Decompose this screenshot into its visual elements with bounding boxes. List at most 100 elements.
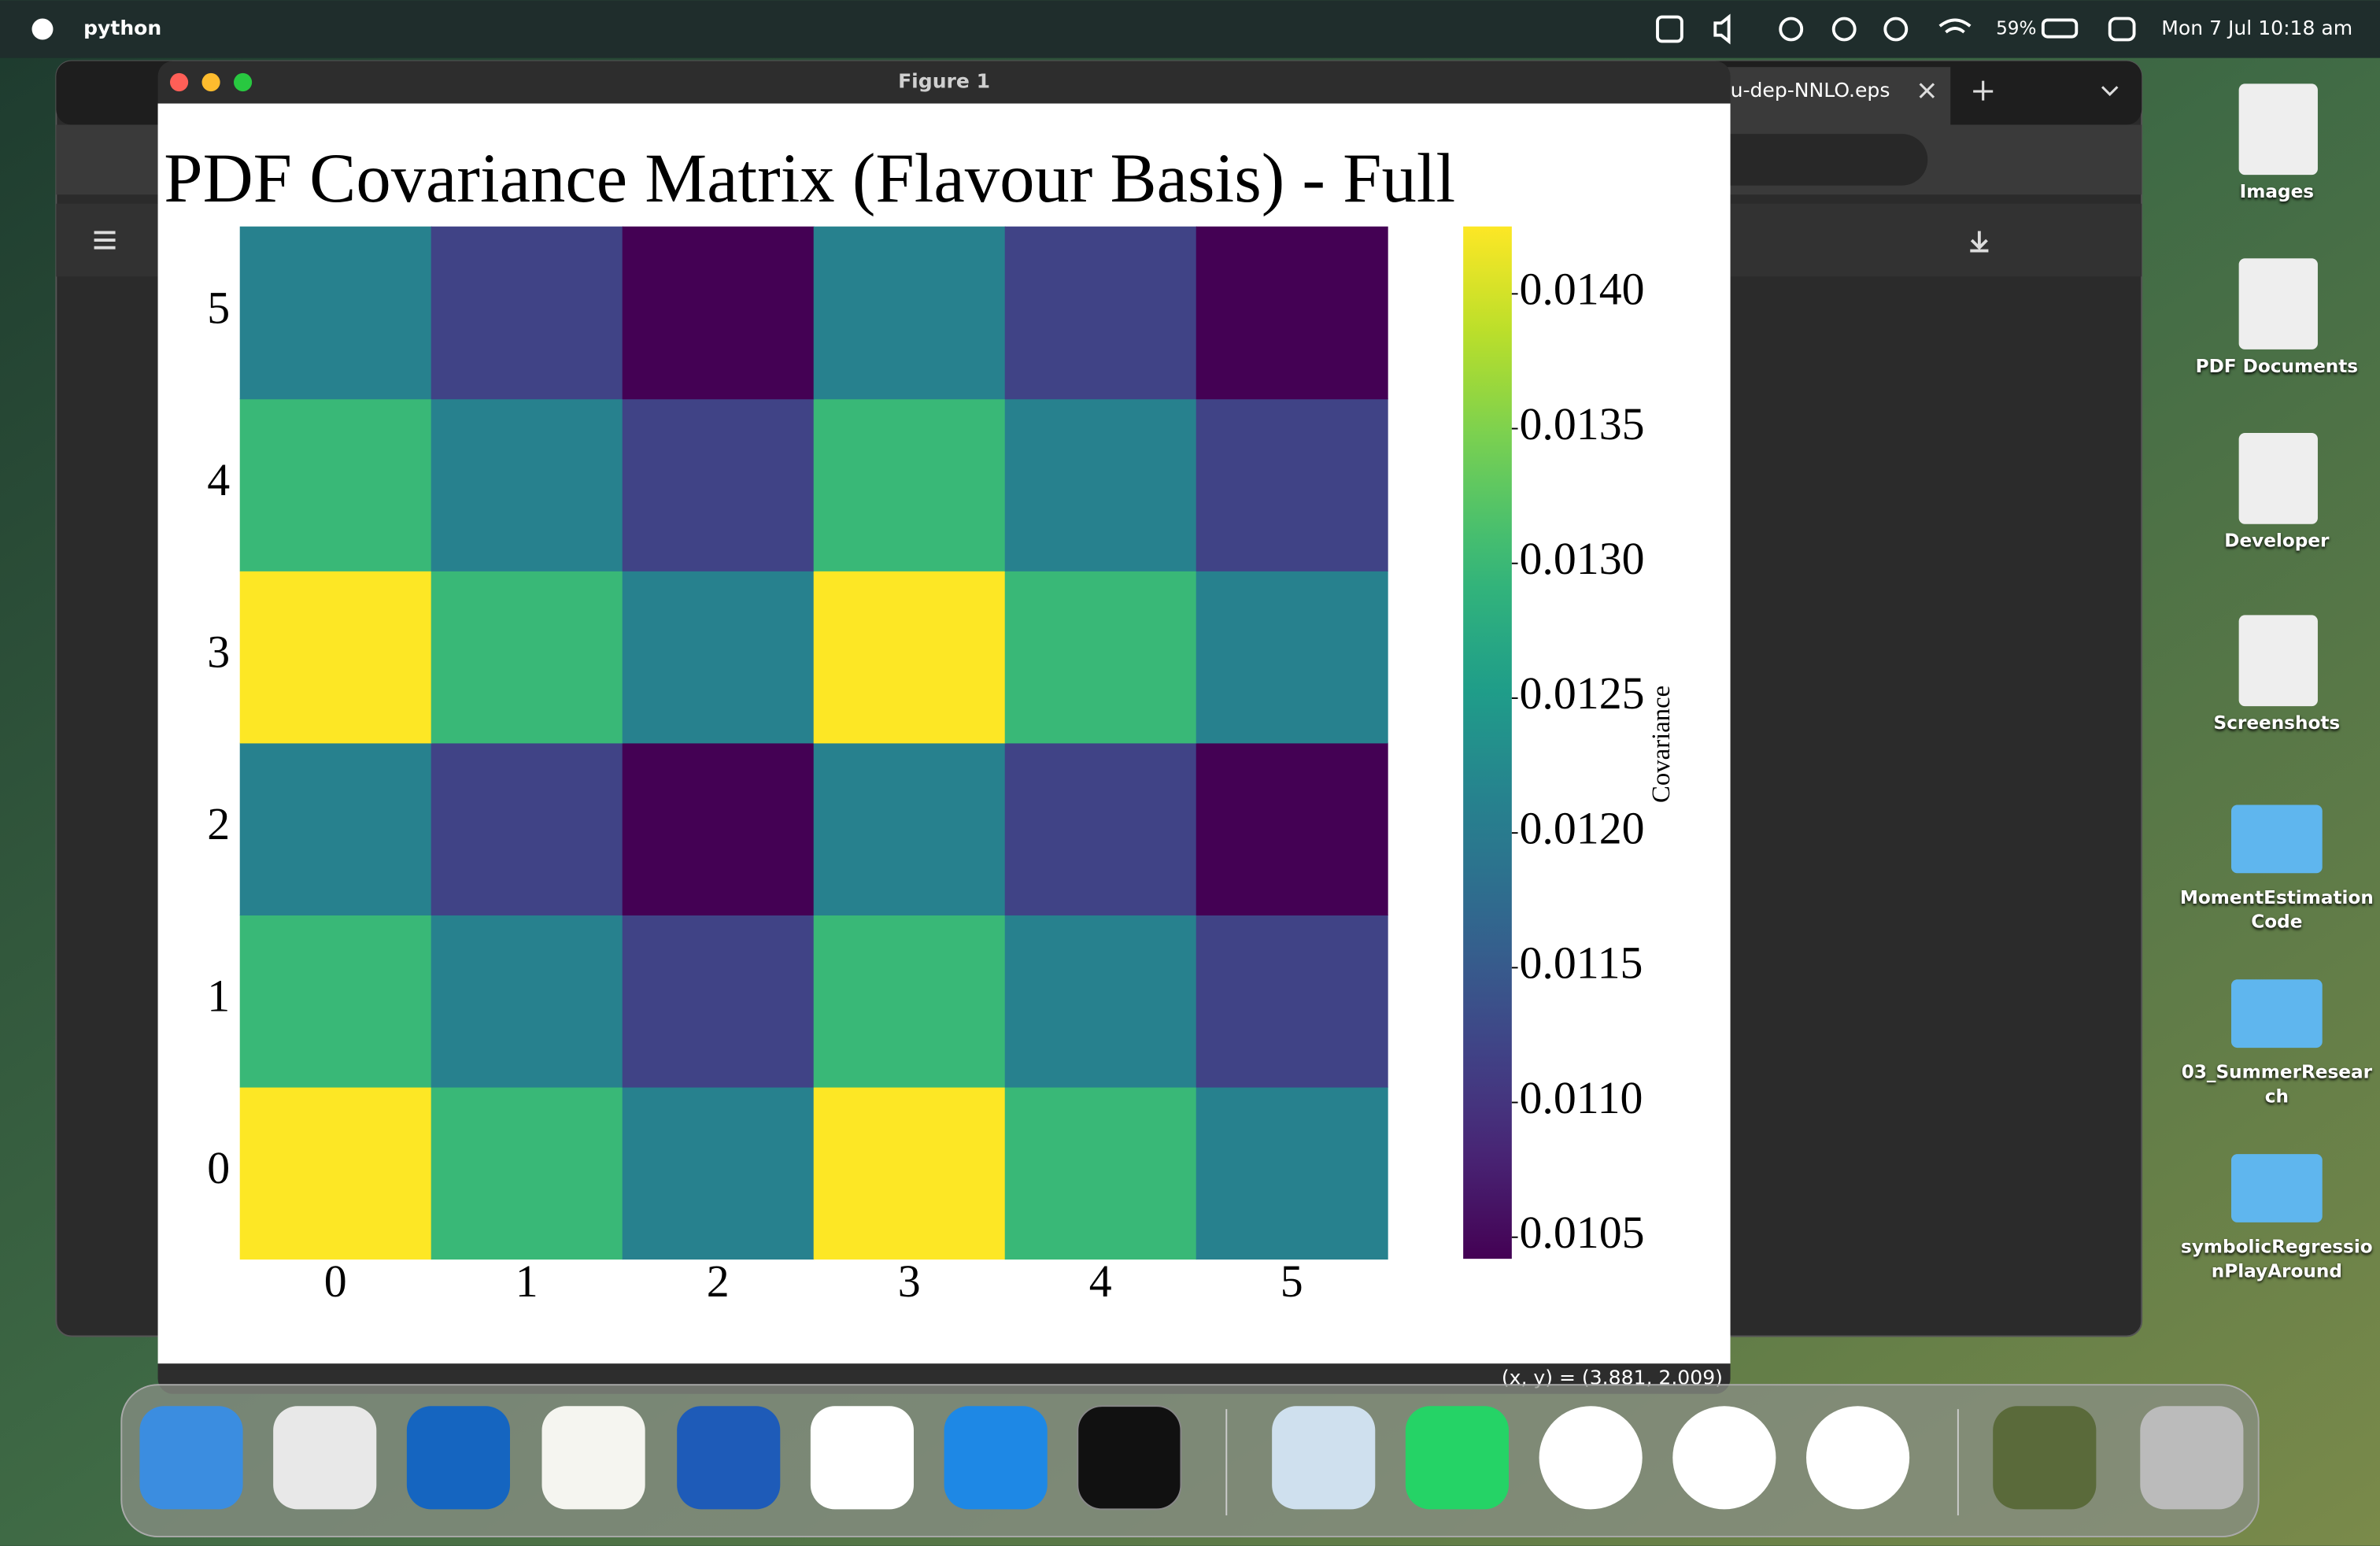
heatmap-cell	[239, 570, 432, 744]
heatmap-cell	[431, 915, 623, 1088]
colorbar-tick-label: 0.0115	[1520, 938, 1643, 989]
heatmap-cell	[1004, 570, 1197, 744]
x-tick-label: 2	[707, 1256, 730, 1307]
file-icon[interactable]	[2238, 433, 2318, 524]
dock-app[interactable]	[273, 1406, 377, 1510]
tab-title[interactable]: u-dep-NNLO.eps	[1731, 79, 1890, 102]
clock[interactable]: Mon 7 Jul 10:18 am	[2161, 17, 2352, 39]
dock-app[interactable]	[1272, 1406, 1376, 1510]
colorbar-label: Covariance	[1647, 686, 1676, 803]
heatmap-cell	[1196, 742, 1388, 915]
heatmap-cell	[1196, 226, 1388, 400]
folder-icon[interactable]	[2231, 979, 2323, 1049]
battery[interactable]: 59%	[1996, 18, 2036, 39]
desktop-icon-label[interactable]: MomentEstimation Code	[2179, 886, 2376, 946]
desktop-icon-label[interactable]: PDF Documents	[2179, 354, 2376, 415]
zoom-button[interactable]	[234, 72, 253, 92]
menu-bar	[0, 0, 2380, 58]
folder-icon[interactable]	[2231, 1154, 2323, 1222]
y-tick-label: 1	[207, 971, 230, 1022]
desktop-icon-label[interactable]: 03_SummerResearch	[2179, 1060, 2376, 1121]
desktop-icon-label[interactable]: Images	[2179, 179, 2376, 240]
desktop-icon-text[interactable]: symbolicRegressionPlayAround	[2181, 1236, 2373, 1282]
heatmap-cell	[813, 226, 1006, 400]
heatmap-cell	[239, 915, 432, 1088]
x-tick-label: 3	[898, 1256, 921, 1307]
address-bar[interactable]	[1700, 134, 1928, 186]
status-icons[interactable]	[1656, 13, 2136, 45]
heatmap-cell	[239, 742, 432, 915]
app-name[interactable]: python	[83, 17, 161, 39]
dock-app[interactable]	[139, 1406, 243, 1510]
desktop-icon-text[interactable]: Images	[2239, 180, 2315, 202]
x-tick-label: 0	[324, 1256, 347, 1307]
apple-logo[interactable]	[31, 18, 54, 40]
heatmap-cell	[1196, 398, 1388, 571]
desktop-icons: Images PDF Documents Developer Screenshots M…	[2179, 83, 2376, 1295]
heatmap-cell	[1004, 226, 1197, 400]
chart-title: PDF Covariance Matrix (Flavour Basis) - …	[164, 140, 1455, 217]
pdf-toolbar-icons[interactable]	[94, 231, 1989, 253]
heatmap-cell	[622, 398, 815, 571]
dock-app[interactable]	[810, 1406, 914, 1510]
heatmap-cell	[1004, 398, 1197, 571]
desktop-icon-text[interactable]: 03_SummerResearch	[2181, 1061, 2372, 1108]
desktop-icon-label[interactable]: symbolicRegressionPlayAround	[2179, 1234, 2376, 1295]
tab[interactable]	[1715, 67, 1951, 125]
window-title: Figure 1	[898, 70, 990, 93]
desktop-icon-text[interactable]: PDF Documents	[2195, 355, 2359, 377]
colorbar-tick-label: 0.0140	[1520, 264, 1645, 315]
heatmap-cell	[813, 1086, 1006, 1260]
heatmap-cell	[1196, 570, 1388, 744]
heatmap-cell	[239, 226, 432, 400]
desktop-icon-label[interactable]: Developer	[2179, 529, 2376, 590]
heatmap-cell	[239, 1086, 432, 1260]
tab-controls[interactable]	[1919, 80, 2119, 101]
chart: PDF Covariance Matrix (Flavour Basis) - …	[164, 140, 1676, 1307]
dock-app[interactable]	[1077, 1405, 1182, 1511]
x-tick-label: 5	[1281, 1256, 1303, 1307]
heatmap-cell	[1004, 915, 1197, 1088]
close-button[interactable]	[170, 72, 189, 92]
dock-app[interactable]	[1539, 1406, 1643, 1510]
file-icon[interactable]	[2238, 83, 2318, 176]
heatmap-cell	[622, 1086, 815, 1260]
colorbar-tick-label: 0.0120	[1520, 802, 1645, 853]
heatmap-cell	[813, 570, 1006, 744]
y-tick-label: 0	[207, 1142, 230, 1193]
heatmap-cell	[431, 398, 623, 571]
heatmap-cell	[622, 742, 815, 915]
x-tick-label: 4	[1089, 1256, 1112, 1307]
file-icon[interactable]	[2238, 258, 2318, 350]
dock-app[interactable]	[944, 1406, 1048, 1510]
desktop-icon-label[interactable]: Screenshots	[2179, 711, 2376, 771]
dock-app[interactable]	[1993, 1406, 2097, 1510]
dock-app[interactable]	[541, 1406, 645, 1510]
dock-app[interactable]	[677, 1406, 781, 1510]
heatmap-cell	[431, 1086, 623, 1260]
dock-app[interactable]	[1405, 1406, 1509, 1510]
heatmap-cell	[622, 915, 815, 1088]
desktop-icon-text[interactable]: Screenshots	[2213, 712, 2341, 734]
colorbar-tick-label: 0.0135	[1520, 398, 1645, 449]
dock-app[interactable]	[1672, 1406, 1776, 1510]
desktop-icon-text[interactable]: MomentEstimation Code	[2179, 886, 2374, 933]
heatmap-cell	[431, 742, 623, 915]
desktop-icon-text[interactable]: Developer	[2224, 530, 2330, 552]
colorbar-tick-label: 0.0130	[1520, 533, 1645, 584]
minimize-button[interactable]	[201, 72, 220, 92]
y-tick-label: 3	[207, 626, 230, 677]
heatmap-cell	[1004, 1086, 1197, 1260]
dock-app[interactable]	[2140, 1406, 2244, 1510]
heatmap-cell	[431, 226, 623, 400]
heatmap-cell	[1196, 915, 1388, 1088]
folder-icon[interactable]	[2231, 804, 2323, 874]
heatmap-cell	[622, 226, 815, 400]
colorbar	[1463, 226, 1512, 1259]
dock-app[interactable]	[1806, 1406, 1910, 1510]
colorbar-tick-label: 0.0110	[1520, 1072, 1643, 1123]
dock-app[interactable]	[406, 1406, 510, 1510]
heatmap-cell	[1004, 742, 1197, 915]
file-icon[interactable]	[2238, 615, 2318, 707]
